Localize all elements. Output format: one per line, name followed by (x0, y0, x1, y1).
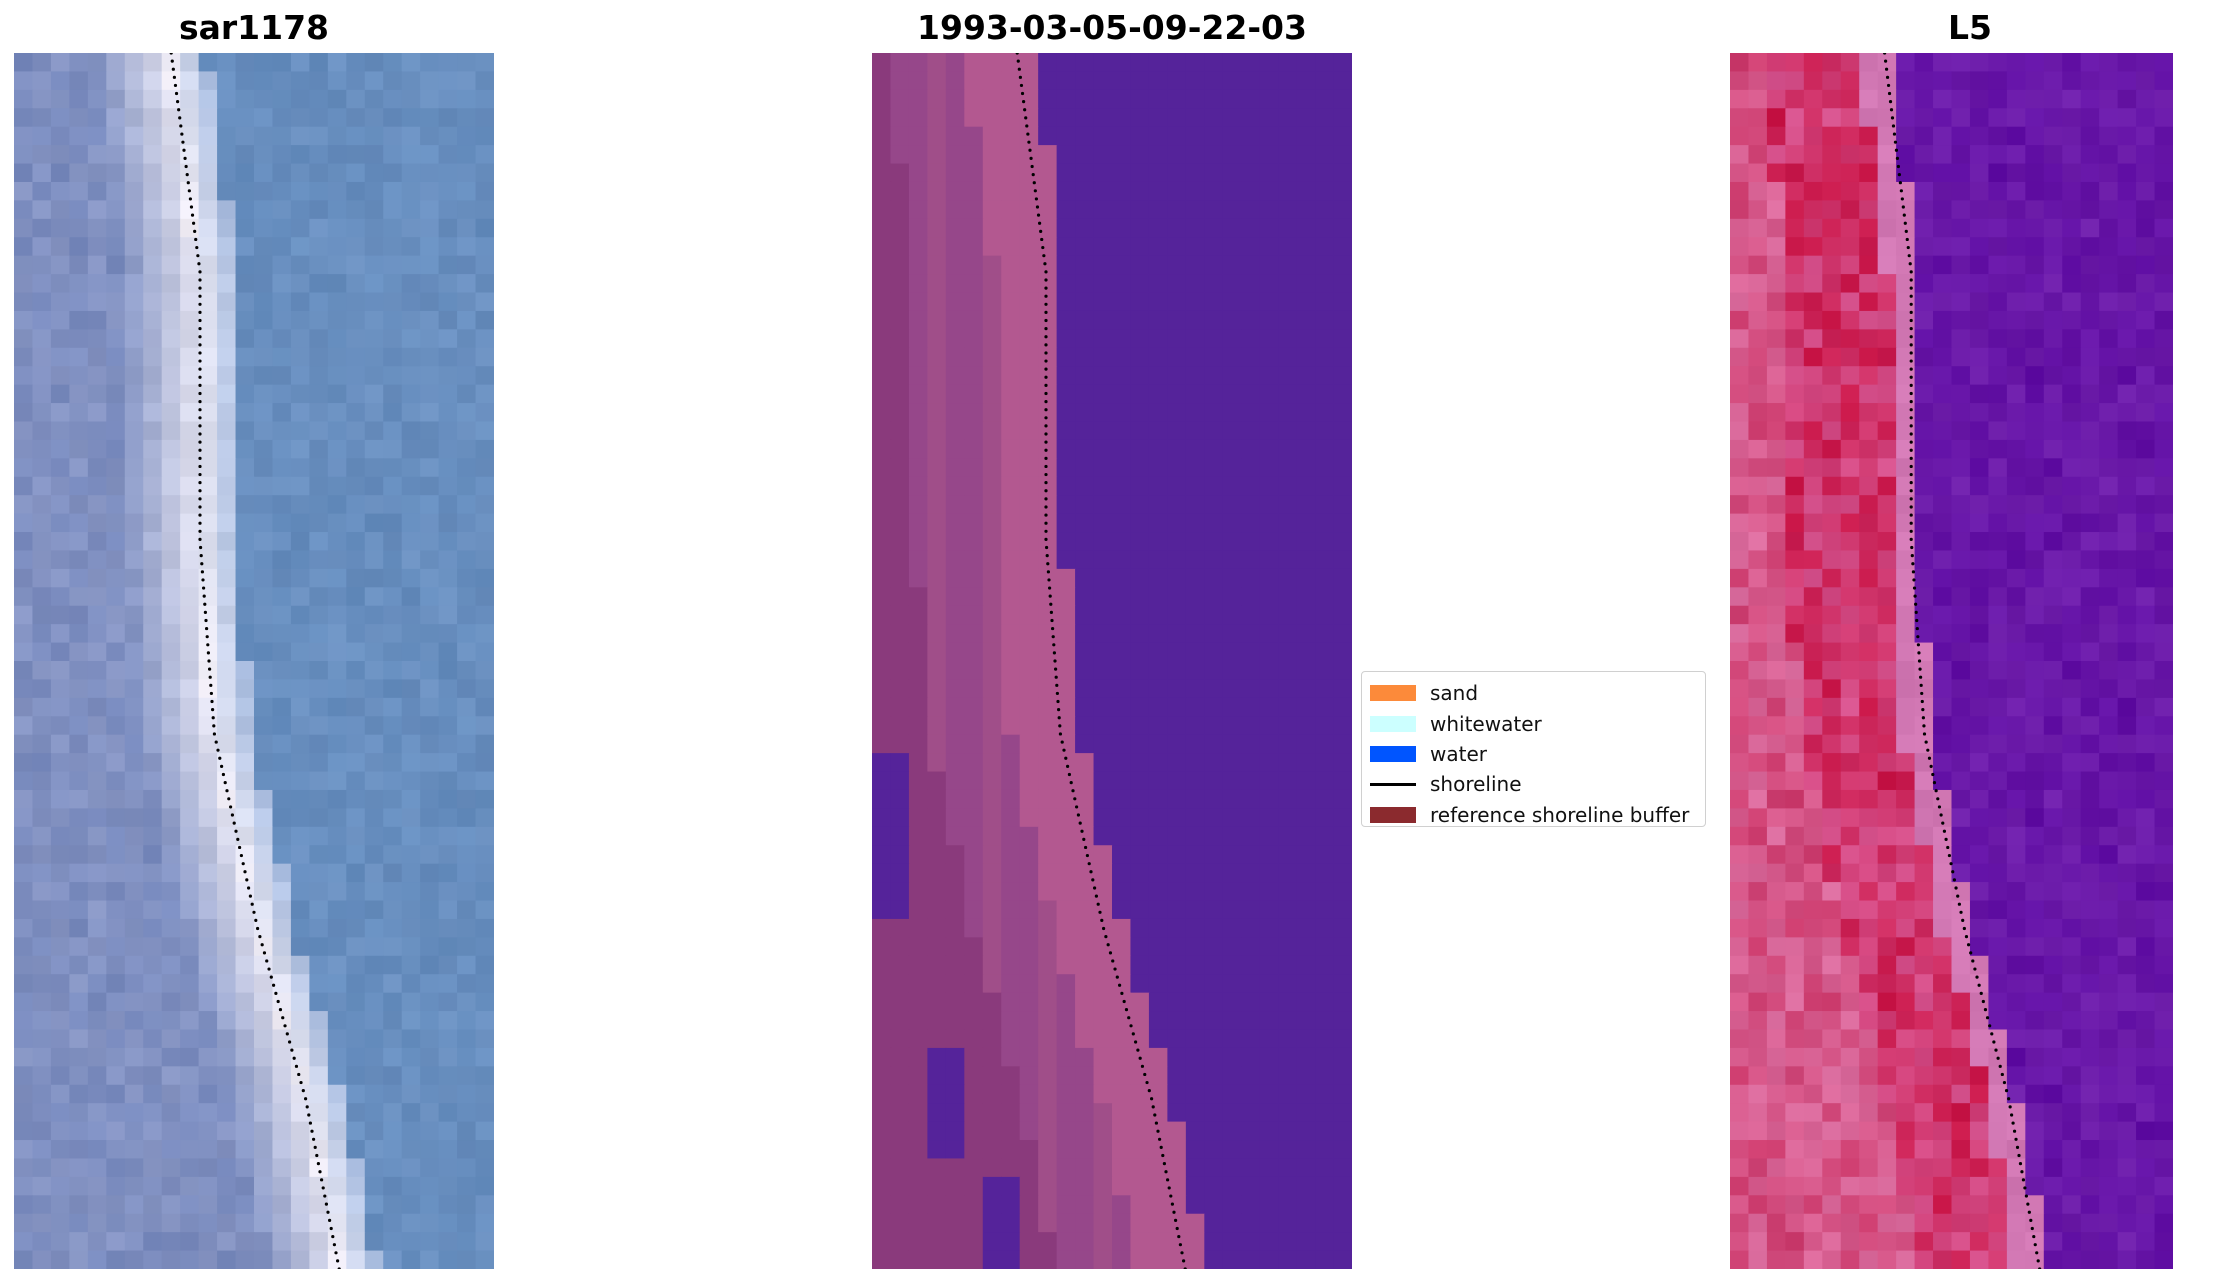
legend-label: shoreline (1430, 772, 1522, 797)
legend-item-shoreline: shoreline (1370, 769, 1697, 799)
reference-buffer-swatch (1370, 806, 1416, 823)
rgb-pixels (14, 53, 494, 1269)
whitewater-swatch (1370, 715, 1416, 732)
classified-image-panel (872, 53, 1352, 1269)
panel-title-classified: 1993-03-05-09-22-03 (917, 8, 1307, 47)
legend-label: water (1430, 741, 1487, 766)
panel-title-rgb: sar1178 (178, 8, 330, 47)
sand-swatch (1370, 685, 1416, 702)
index-image-panel (1730, 53, 2173, 1269)
panel-title-index: L5 (1948, 8, 1992, 47)
shoreline-dots (1015, 53, 1187, 1269)
shoreline-dots (169, 53, 341, 1269)
shoreline-dots (1883, 53, 2042, 1269)
legend-label: reference shoreline buffer (1430, 802, 1690, 827)
legend-item-water: water (1370, 739, 1697, 769)
legend-item-sand: sand (1370, 678, 1697, 708)
legend-label: sand (1430, 681, 1479, 706)
legend-item-reference-buffer: reference shoreline buffer (1370, 800, 1697, 830)
rgb-image-panel (14, 53, 494, 1269)
water-swatch (1370, 745, 1416, 762)
legend-label: whitewater (1430, 711, 1542, 736)
legend: sand whitewater water shoreline referenc… (1361, 671, 1706, 827)
classified-pixels (872, 53, 1352, 1269)
legend-item-whitewater: whitewater (1370, 708, 1697, 738)
shoreline-line-swatch (1370, 782, 1416, 786)
index-pixels (1730, 53, 2173, 1269)
